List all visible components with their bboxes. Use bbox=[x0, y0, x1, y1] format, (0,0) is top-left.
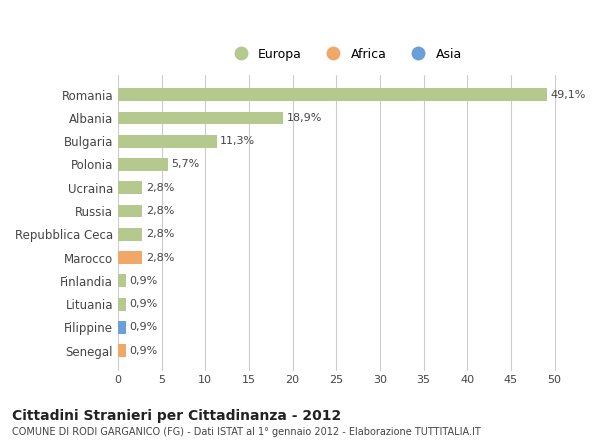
Text: 2,8%: 2,8% bbox=[146, 229, 174, 239]
Text: 2,8%: 2,8% bbox=[146, 206, 174, 216]
Text: 11,3%: 11,3% bbox=[220, 136, 255, 146]
Text: 2,8%: 2,8% bbox=[146, 183, 174, 193]
Bar bbox=[118, 228, 142, 241]
Bar bbox=[118, 321, 126, 334]
Bar bbox=[118, 181, 142, 194]
Bar bbox=[118, 275, 126, 287]
Text: 5,7%: 5,7% bbox=[171, 159, 199, 169]
Bar bbox=[118, 344, 126, 357]
Legend: Europa, Africa, Asia: Europa, Africa, Asia bbox=[223, 43, 467, 66]
Text: COMUNE DI RODI GARGANICO (FG) - Dati ISTAT al 1° gennaio 2012 - Elaborazione TUT: COMUNE DI RODI GARGANICO (FG) - Dati IST… bbox=[12, 427, 481, 437]
Text: 0,9%: 0,9% bbox=[130, 323, 158, 332]
Bar bbox=[118, 88, 547, 101]
Text: 18,9%: 18,9% bbox=[286, 113, 322, 123]
Bar bbox=[118, 251, 142, 264]
Bar bbox=[118, 111, 283, 125]
Bar bbox=[118, 135, 217, 147]
Bar bbox=[118, 205, 142, 217]
Text: 2,8%: 2,8% bbox=[146, 253, 174, 263]
Bar bbox=[118, 158, 168, 171]
Text: 0,9%: 0,9% bbox=[130, 299, 158, 309]
Text: 0,9%: 0,9% bbox=[130, 346, 158, 356]
Text: 49,1%: 49,1% bbox=[550, 90, 586, 99]
Text: 0,9%: 0,9% bbox=[130, 276, 158, 286]
Text: Cittadini Stranieri per Cittadinanza - 2012: Cittadini Stranieri per Cittadinanza - 2… bbox=[12, 409, 341, 423]
Bar bbox=[118, 298, 126, 311]
